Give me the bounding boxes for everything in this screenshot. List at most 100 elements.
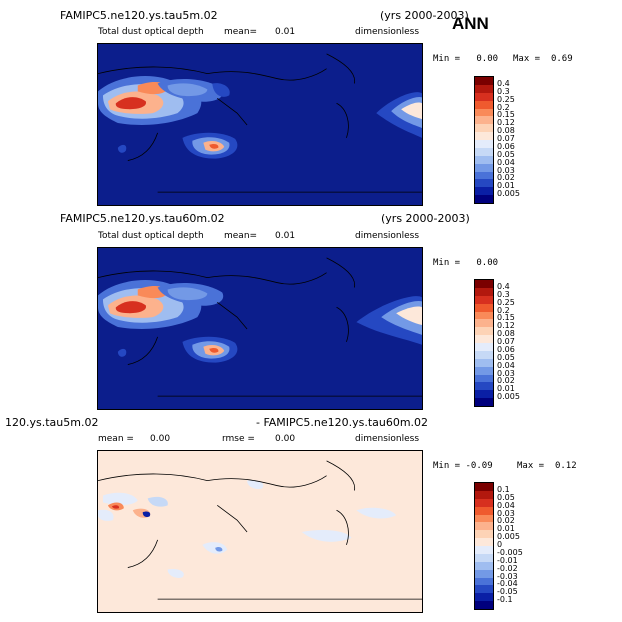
colorbar-swatch: [475, 530, 493, 539]
panel1-mean-value: 0.01: [275, 27, 296, 37]
panel2-map: [97, 247, 423, 410]
colorbar-swatch: [475, 187, 493, 196]
colorbar-swatch: [475, 358, 493, 367]
colorbar-swatch: [475, 343, 493, 351]
colorbar-tick-label: 0.2: [497, 305, 510, 315]
panel3-case-title-b: - FAMIPC5.ne120.ys.tau60m.02: [256, 416, 429, 429]
colorbar-tick-label: 0.05: [497, 352, 515, 362]
panel1-min: Min = 0.00: [433, 54, 499, 64]
colorbar-tick-label: 0.3: [497, 289, 510, 299]
colorbar-swatch: [475, 295, 493, 304]
colorbar-tick-label: 0.01: [497, 524, 515, 534]
colorbar-swatch: [475, 569, 493, 578]
colorbar-swatch: [475, 593, 493, 602]
colorbar-tick-label: -0.005: [497, 547, 523, 557]
colorbar-tick-label: 0.02: [497, 516, 515, 526]
colorbar-tick-label: 0.2: [497, 102, 510, 112]
colorbar-tick-label: 0.005: [497, 392, 520, 402]
colorbar-swatch: [475, 382, 493, 391]
panel3-mean-label: mean =: [98, 434, 134, 444]
panel3-case-title: 120.ys.tau5m.02: [5, 416, 99, 429]
colorbar-tick-label: -0.05: [497, 587, 518, 597]
colorbar-swatch: [475, 390, 493, 399]
colorbar-tick-label: 0.04: [497, 500, 515, 510]
panel3-max: Max = 0.12: [517, 461, 577, 471]
colorbar-tick-label: 0.05: [497, 492, 515, 502]
colorbar-tick-label: 0.05: [497, 149, 515, 159]
colorbar-swatch: [475, 374, 493, 383]
colorbar-tick-label: 0.08: [497, 329, 515, 339]
colorbar-swatch: [475, 195, 493, 203]
colorbar-tick-label: 0.3: [497, 86, 510, 96]
colorbar-swatch: [475, 163, 493, 172]
panel1-colorbar: [474, 76, 494, 204]
colorbar-tick-label: 0.07: [497, 337, 515, 346]
colorbar-swatch: [475, 171, 493, 180]
colorbar-swatch: [475, 522, 493, 531]
colorbar-tick-label: 0: [497, 540, 503, 549]
colorbar-tick-label: 0.12: [497, 118, 515, 128]
colorbar-swatch: [475, 585, 493, 594]
colorbar-swatch: [475, 100, 493, 109]
colorbar-tick-label: 0.4: [497, 78, 510, 88]
colorbar-swatch: [475, 140, 493, 148]
colorbar-tick-label: 0.08: [497, 126, 515, 136]
panel2-units: dimensionless: [355, 231, 420, 241]
colorbar-swatch: [475, 280, 493, 288]
panel1-map-field: [98, 44, 422, 205]
colorbar-tick-label: 0.06: [497, 141, 515, 151]
panel2-variable: Total dust optical depth: [98, 231, 204, 241]
colorbar-swatch: [475, 92, 493, 101]
colorbar-tick-label: 0.01: [497, 181, 515, 191]
colorbar-tick-label: 0.04: [497, 360, 515, 370]
panel3-map-field: [98, 451, 422, 612]
colorbar-tick-label: -0.04: [497, 579, 518, 589]
colorbar-swatch: [475, 335, 493, 343]
colorbar-tick-label: 0.25: [497, 94, 515, 104]
colorbar-tick-label: -0.02: [497, 563, 518, 573]
panel3-units: dimensionless: [355, 434, 420, 444]
colorbar-tick-label: 0.03: [497, 368, 515, 378]
colorbar-swatch: [475, 350, 493, 359]
panel1-mean-label: mean=: [224, 27, 258, 37]
colorbar-swatch: [475, 319, 493, 328]
colorbar-swatch: [475, 108, 493, 117]
colorbar-swatch: [475, 179, 493, 188]
colorbar-tick-label: 0.15: [497, 110, 515, 120]
panel3-mean-value: 0.00: [150, 434, 171, 444]
colorbar-tick-label: 0.25: [497, 297, 515, 307]
colorbar-swatch: [475, 398, 493, 406]
colorbar-tick-label: -0.03: [497, 571, 518, 581]
colorbar-tick-label: 0.02: [497, 173, 515, 183]
colorbar-swatch: [475, 514, 493, 523]
panel3-rmse-value: 0.00: [275, 434, 296, 444]
panel2-mean-value: 0.01: [275, 231, 296, 241]
colorbar-swatch: [475, 483, 493, 491]
panel1-max: Max = 0.69: [513, 54, 573, 64]
panel2-mean-label: mean=: [224, 231, 258, 241]
colorbar-swatch: [475, 303, 493, 312]
panel1-variable: Total dust optical depth: [98, 27, 204, 37]
colorbar-swatch: [475, 490, 493, 499]
colorbar-swatch: [475, 577, 493, 586]
colorbar-swatch: [475, 601, 493, 609]
colorbar-swatch: [475, 132, 493, 140]
colorbar-tick-label: -0.1: [497, 595, 513, 605]
colorbar-tick-label: 0.03: [497, 508, 515, 518]
panel1-years: (yrs 2000-2003): [380, 9, 469, 22]
colorbar-swatch: [475, 506, 493, 515]
panel2-colorbar: [474, 279, 494, 407]
colorbar-tick-label: 0.01: [497, 384, 515, 394]
colorbar-swatch: [475, 84, 493, 93]
colorbar-swatch: [475, 311, 493, 320]
colorbar-swatch: [475, 561, 493, 570]
panel2-map-field: [98, 248, 422, 409]
panel3-rmse-label: rmse =: [222, 434, 255, 444]
colorbar-swatch: [475, 116, 493, 125]
panel2-case-title: FAMIPC5.ne120.ys.tau60m.02: [60, 212, 225, 225]
colorbar-tick-label: 0.12: [497, 321, 515, 331]
colorbar-swatch: [475, 287, 493, 296]
colorbar-swatch: [475, 553, 493, 562]
panel3-colorbar: [474, 482, 494, 610]
panel3-map: [97, 450, 423, 613]
